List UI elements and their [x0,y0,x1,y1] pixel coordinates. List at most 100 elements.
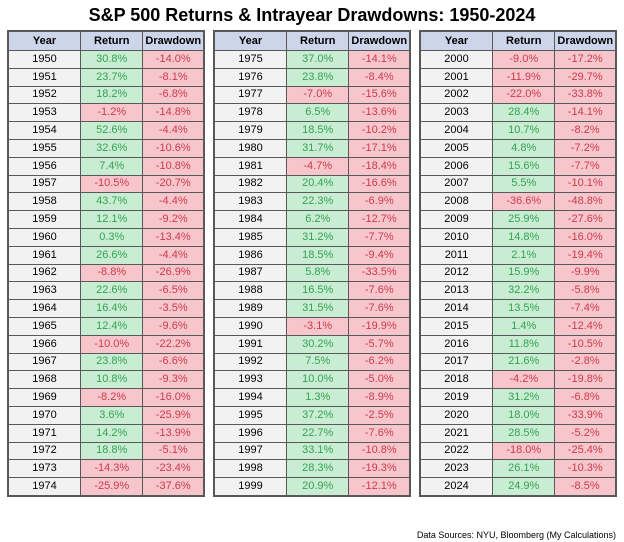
returns-table-1950-1974: Year Return Drawdown 1950 30.8% -14.0% 1951 23… [7,30,205,497]
table-row: 1964 16.4% -3.5% [7,299,205,318]
header-row: Year Return Drawdown [213,30,411,51]
table-row: 1954 52.6% -4.4% [7,121,205,140]
return-cell: -14.3% [80,459,144,479]
table-row: 1992 7.5% -6.2% [213,352,411,372]
table-row: 1972 18.8% -5.1% [7,441,205,461]
return-cell: 16.4% [80,299,144,318]
return-cell: 14.2% [80,423,144,443]
table-row: 2007 5.5% -10.1% [419,174,617,194]
table-row: 1995 37.2% -2.5% [213,405,411,425]
drawdown-cell: -10.8% [142,156,205,176]
table-row: 2022 -18.0% -25.4% [419,441,617,461]
drawdown-cell: -33.9% [554,405,617,425]
drawdown-cell: -8.2% [554,121,617,140]
return-cell: 28.3% [286,459,350,479]
table-row: 1994 1.3% -8.9% [213,388,411,407]
drawdown-cell: -27.6% [554,210,617,229]
table-row: 1952 18.2% -6.8% [7,85,205,105]
return-cell: -18.0% [492,441,556,461]
drawdown-cell: -9.2% [142,210,205,229]
year-cell: 2020 [419,405,494,425]
table-row: 1993 10.0% -5.0% [213,370,411,390]
return-cell: 26.1% [492,459,556,479]
table-row: 2013 32.2% -5.8% [419,281,617,301]
year-cell: 1993 [213,370,288,390]
return-cell: 7.5% [286,352,350,372]
year-cell: 1985 [213,227,288,247]
drawdown-cell: -7.6% [348,299,411,318]
return-cell: 10.8% [80,370,144,390]
table-row: 1978 6.5% -13.6% [213,103,411,123]
table-row: 1961 26.6% -4.4% [7,245,205,265]
returns-table-2000-2024: Year Return Drawdown 2000 -9.0% -17.2% 2001 -1… [419,30,617,497]
table-row: 2002 -22.0% -33.8% [419,85,617,105]
return-cell: 10.0% [286,370,350,390]
year-cell: 1965 [7,316,82,336]
drawdown-cell: -10.6% [142,138,205,158]
table-row: 1999 20.9% -12.1% [213,477,411,497]
return-cell: 32.6% [80,138,144,158]
return-cell: 14.8% [492,227,556,247]
drawdown-cell: -10.3% [554,459,617,479]
table-row: 1969 -8.2% -16.0% [7,388,205,407]
drawdown-cell: -26.9% [142,263,205,283]
table-row: 1984 6.2% -12.7% [213,210,411,229]
return-cell: 18.5% [286,121,350,140]
drawdown-cell: -6.2% [348,352,411,372]
year-cell: 1950 [7,50,82,69]
year-cell: 2003 [419,103,494,123]
table-row: 1956 7.4% -10.8% [7,156,205,176]
return-cell: 18.5% [286,245,350,265]
year-cell: 1968 [7,370,82,390]
drawdown-cell: -14.1% [554,103,617,123]
drawdown-cell: -4.4% [142,192,205,212]
return-cell: 31.2% [492,388,556,407]
return-cell: 4.8% [492,138,556,158]
returns-table-1975-1999: Year Return Drawdown 1975 37.0% -14.1% 1976 23… [213,30,411,497]
year-cell: 2009 [419,210,494,229]
drawdown-cell: -14.0% [142,50,205,69]
year-cell: 1959 [7,210,82,229]
drawdown-cell: -6.8% [142,85,205,105]
table-row: 1982 20.4% -16.6% [213,174,411,194]
drawdown-cell: -23.4% [142,459,205,479]
data-sources-note: Data Sources: NYU, Bloomberg (My Calcula… [416,530,616,540]
table-row: 1996 22.7% -7.6% [213,423,411,443]
year-cell: 2013 [419,281,494,301]
drawdown-cell: -16.0% [142,388,205,407]
drawdown-cell: -10.1% [554,174,617,194]
drawdown-cell: -19.3% [348,459,411,479]
year-cell: 1995 [213,405,288,425]
return-cell: 52.6% [80,121,144,140]
return-cell: 25.9% [492,210,556,229]
return-cell: -8.2% [80,388,144,407]
year-cell: 2004 [419,121,494,140]
year-cell: 1976 [213,67,288,87]
table-row: 1983 22.3% -6.9% [213,192,411,212]
drawdown-cell: -2.8% [554,352,617,372]
drawdown-cell: -37.6% [142,477,205,497]
return-cell: 21.6% [492,352,556,372]
drawdown-cell: -7.2% [554,138,617,158]
return-cell: 22.3% [286,192,350,212]
return-cell: -22.0% [492,85,556,105]
table-row: 1987 5.8% -33.5% [213,263,411,283]
table-row: 2019 31.2% -6.8% [419,388,617,407]
drawdown-cell: -18.4% [348,156,411,176]
year-cell: 2007 [419,174,494,194]
drawdown-cell: -8.9% [348,388,411,407]
table-row: 2006 15.6% -7.7% [419,156,617,176]
table-row: 1988 16.5% -7.6% [213,281,411,301]
year-cell: 1975 [213,50,288,69]
column-header-return: Return [80,30,144,51]
table-row: 2021 28.5% -5.2% [419,423,617,443]
year-cell: 1971 [7,423,82,443]
year-cell: 2010 [419,227,494,247]
table-row: 1985 31.2% -7.7% [213,227,411,247]
return-cell: 6.5% [286,103,350,123]
return-cell: 23.8% [286,67,350,87]
table-row: 1989 31.5% -7.6% [213,299,411,318]
drawdown-cell: -48.8% [554,192,617,212]
table-row: 1967 23.8% -6.6% [7,352,205,372]
drawdown-cell: -5.1% [142,441,205,461]
